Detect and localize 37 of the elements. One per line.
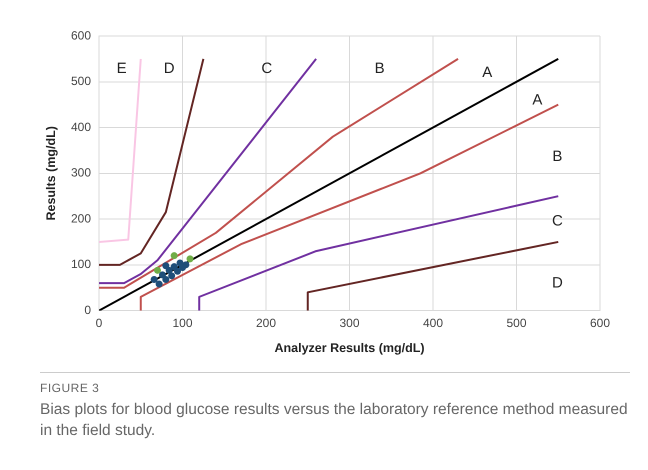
caption: FIGURE 3 xyxy=(40,381,100,395)
x-tick-label: 400 xyxy=(422,316,444,330)
annotation: A xyxy=(532,92,542,109)
point xyxy=(170,252,178,260)
annotation: A xyxy=(482,64,492,82)
y-tick-label: 300 xyxy=(70,166,92,180)
x-tick-label: 600 xyxy=(590,316,610,330)
text: Bias plots for blood glucose results versus the laboratory reference method measured in the field study. xyxy=(40,400,629,441)
annotation: B xyxy=(552,148,562,165)
annotation: C xyxy=(261,60,272,78)
point xyxy=(186,255,194,262)
x-tick-label: 200 xyxy=(256,316,276,330)
point xyxy=(182,261,190,268)
x-tick-label: 0 xyxy=(96,316,103,330)
point xyxy=(156,280,163,288)
point xyxy=(174,268,182,275)
annotation: C xyxy=(552,212,563,230)
x-tick-label: 300 xyxy=(339,316,360,330)
y-tick-label: 0 xyxy=(84,302,92,317)
x-tick-label: 100 xyxy=(172,316,193,330)
annotation: D xyxy=(552,274,563,292)
point xyxy=(154,266,161,274)
point xyxy=(162,262,170,270)
annotation: E xyxy=(116,60,127,78)
y-tick-label: 200 xyxy=(70,211,92,226)
x-tick-label: 500 xyxy=(506,316,527,330)
x-axis-title: Analyzer Results (mg/dL) xyxy=(274,340,425,355)
annotation: D xyxy=(164,60,175,78)
y-tick-label: 600 xyxy=(70,28,92,42)
y-tick-label: 400 xyxy=(70,120,92,134)
point xyxy=(150,276,158,283)
point xyxy=(168,272,176,280)
y-tick-label: 100 xyxy=(70,257,92,272)
y-axis-title: Results (mg/dL) xyxy=(44,126,58,221)
point xyxy=(162,276,170,283)
annotation: B xyxy=(374,60,385,78)
y-tick-label: 500 xyxy=(70,74,92,88)
